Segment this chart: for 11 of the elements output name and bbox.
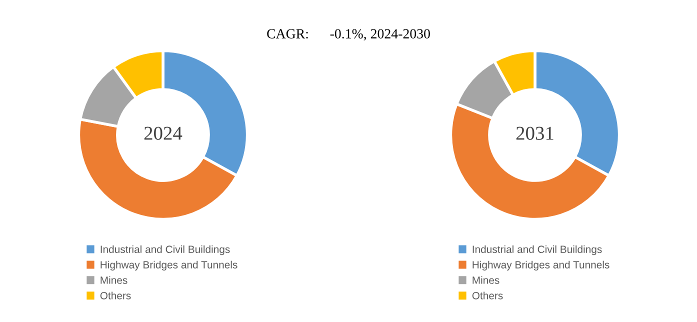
legend-label: Highway Bridges and Tunnels [100,260,238,271]
text: 2024 [144,126,182,140]
text: 2031 [516,126,554,140]
legend-label: Mines [100,276,128,284]
legend-label: Mines [472,276,500,284]
text: CAGR: -0.1%, 2024-2030 [267,29,430,40]
legend-label: Industrial and Civil Buildings [100,245,230,256]
legend-label: Others [100,292,131,300]
legend-label: Industrial and Civil Buildings [472,245,602,256]
legend-label: Others [472,292,503,300]
legend-label: Highway Bridges and Tunnels [472,260,610,271]
